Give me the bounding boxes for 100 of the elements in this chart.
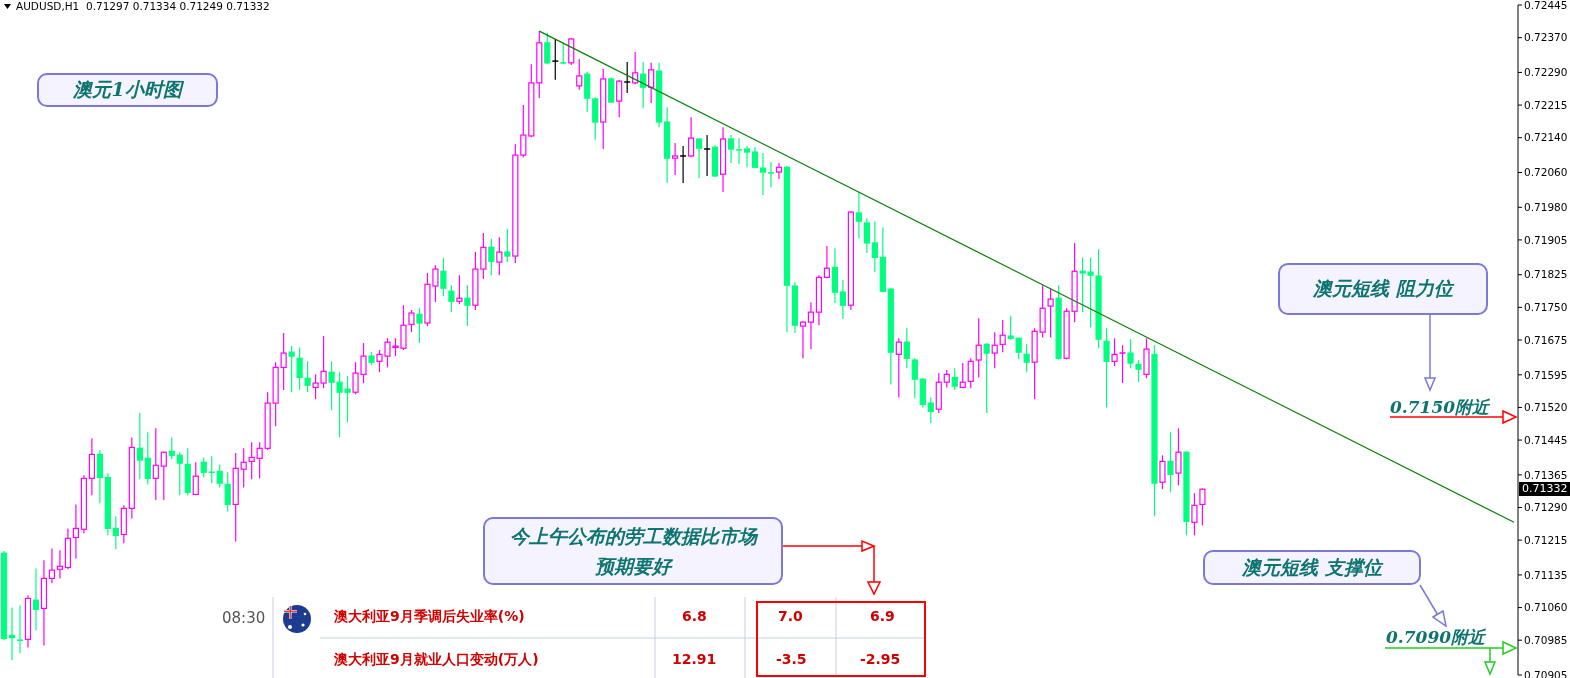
candlestick <box>200 456 207 479</box>
candlestick <box>48 547 56 584</box>
candlestick <box>448 284 455 313</box>
candlestick <box>695 137 703 179</box>
candlestick <box>823 245 831 279</box>
callout-box: 澳元1小时图 <box>37 73 218 107</box>
candlestick <box>975 317 982 379</box>
candlestick <box>775 162 783 180</box>
candlestick <box>1167 431 1174 493</box>
candlestick <box>983 342 990 414</box>
candlestick <box>456 274 463 305</box>
candlestick <box>216 463 223 489</box>
candlestick <box>799 320 807 359</box>
candlestick <box>168 436 175 460</box>
candlestick <box>679 145 687 184</box>
y-tick-label: 0.71290 <box>1524 501 1568 514</box>
candlestick <box>408 309 415 333</box>
candlestick <box>304 360 311 393</box>
annotation: -3.5 <box>776 651 807 667</box>
candlestick <box>967 357 974 389</box>
candlestick <box>136 412 143 480</box>
candlestick <box>703 134 711 177</box>
candlestick <box>608 76 615 104</box>
y-tick-label: 0.71215 <box>1524 533 1568 546</box>
y-tick-label: 0.72290 <box>1524 66 1568 79</box>
y-tick-label: 0.70905 <box>1524 668 1568 678</box>
annotation: 7.0 <box>778 608 803 624</box>
candlestick <box>767 161 775 188</box>
candlestick <box>144 431 151 486</box>
y-tick-label: 0.72215 <box>1524 98 1568 111</box>
candlestick <box>544 32 551 65</box>
candlestick <box>496 236 503 276</box>
candlestick <box>16 604 24 654</box>
annotation: 澳大利亚9月就业人口变动(万人) <box>334 651 539 669</box>
annotation: 澳大利亚9月季调后失业率(%) <box>334 608 525 626</box>
y-tick-label: 0.71905 <box>1524 233 1568 246</box>
candlestick <box>688 116 695 158</box>
y-tick-label: 0.71595 <box>1524 368 1568 381</box>
candlestick <box>1047 288 1054 338</box>
candlestick <box>951 367 958 391</box>
y-tick-label: 0.71365 <box>1524 468 1568 481</box>
candlestick <box>1103 327 1110 409</box>
candlestick <box>32 567 40 631</box>
candlestick <box>240 447 247 489</box>
candlestick <box>927 396 934 424</box>
annotation: 08:30 <box>222 609 266 627</box>
candlestick <box>192 461 199 496</box>
candlestick <box>672 142 679 176</box>
candlestick <box>871 220 878 273</box>
callout-box: 今上午公布的劳工数据比市场预期要好 <box>483 517 783 585</box>
y-tick-label: 0.71060 <box>1524 601 1568 614</box>
candlestick <box>248 441 255 480</box>
candlestick <box>1127 338 1134 369</box>
candlestick <box>152 427 159 501</box>
y-tick-label: 0.72445 <box>1524 0 1568 11</box>
annotation: 0.7150附近 <box>1390 396 1490 419</box>
candlestick <box>1159 454 1166 490</box>
candlestick <box>568 37 575 66</box>
candlestick <box>616 79 623 118</box>
candlestick <box>895 337 902 399</box>
candlestick <box>903 327 910 369</box>
candlestick <box>1118 344 1127 384</box>
annotation: 0.7090附近 <box>1386 626 1486 649</box>
y-tick-label: 0.71825 <box>1524 268 1568 281</box>
y-tick-label: 0.71445 <box>1524 433 1568 446</box>
y-tick-label: 0.72370 <box>1524 31 1568 44</box>
candlestick <box>999 319 1006 353</box>
candlestick <box>911 357 918 399</box>
y-tick-label: 0.71675 <box>1524 333 1568 346</box>
candlestick <box>416 307 423 344</box>
candlestick <box>648 62 655 104</box>
candlestick <box>959 362 966 389</box>
candlestick <box>735 137 743 165</box>
candlestick <box>1191 492 1198 536</box>
annotation: 12.91 <box>672 651 717 667</box>
candlestick <box>592 96 599 141</box>
candlestick <box>488 238 495 276</box>
candlestick <box>176 451 183 496</box>
candlestick <box>1135 359 1142 383</box>
candlestick <box>88 437 95 496</box>
candlestick <box>623 61 631 94</box>
candlestick <box>991 331 998 369</box>
candlestick <box>288 345 295 393</box>
candlestick <box>743 145 751 168</box>
y-tick-label: 0.71750 <box>1524 301 1568 314</box>
y-tick-label: 0.72060 <box>1524 166 1568 179</box>
candlestick <box>56 549 64 580</box>
candlestick <box>1015 336 1022 360</box>
annotation: 6.9 <box>870 608 895 624</box>
candlestick <box>1111 337 1118 367</box>
candlestick <box>112 515 119 550</box>
annotation: 6.8 <box>682 608 707 624</box>
candlestick <box>504 228 511 263</box>
price-tag: 0.71332 <box>1519 482 1570 496</box>
annotation: -2.95 <box>860 651 901 667</box>
candlestick <box>559 42 568 65</box>
candlestick <box>256 441 263 479</box>
candlestick <box>224 471 231 513</box>
y-tick-label: 0.70985 <box>1524 633 1568 646</box>
candlestick <box>576 58 583 91</box>
